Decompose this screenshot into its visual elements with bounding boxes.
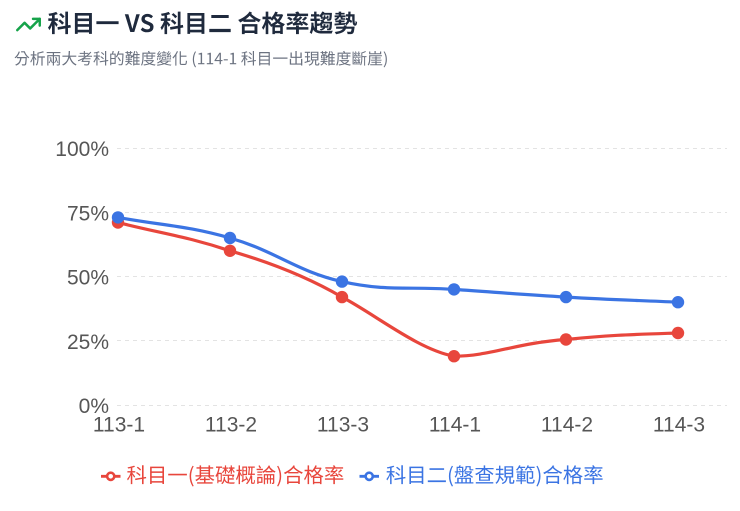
svg-text:113-3: 113-3 <box>317 414 369 437</box>
svg-text:25%: 25% <box>67 331 109 354</box>
svg-text:113-1: 113-1 <box>93 414 145 437</box>
svg-text:0%: 0% <box>79 395 109 418</box>
svg-text:50%: 50% <box>67 267 109 290</box>
svg-text:100%: 100% <box>55 138 109 161</box>
svg-text:114-2: 114-2 <box>541 414 593 437</box>
svg-text:113-2: 113-2 <box>205 414 257 437</box>
svg-text:114-3: 114-3 <box>653 414 705 437</box>
svg-text:75%: 75% <box>67 202 109 225</box>
svg-text:114-1: 114-1 <box>429 414 481 437</box>
